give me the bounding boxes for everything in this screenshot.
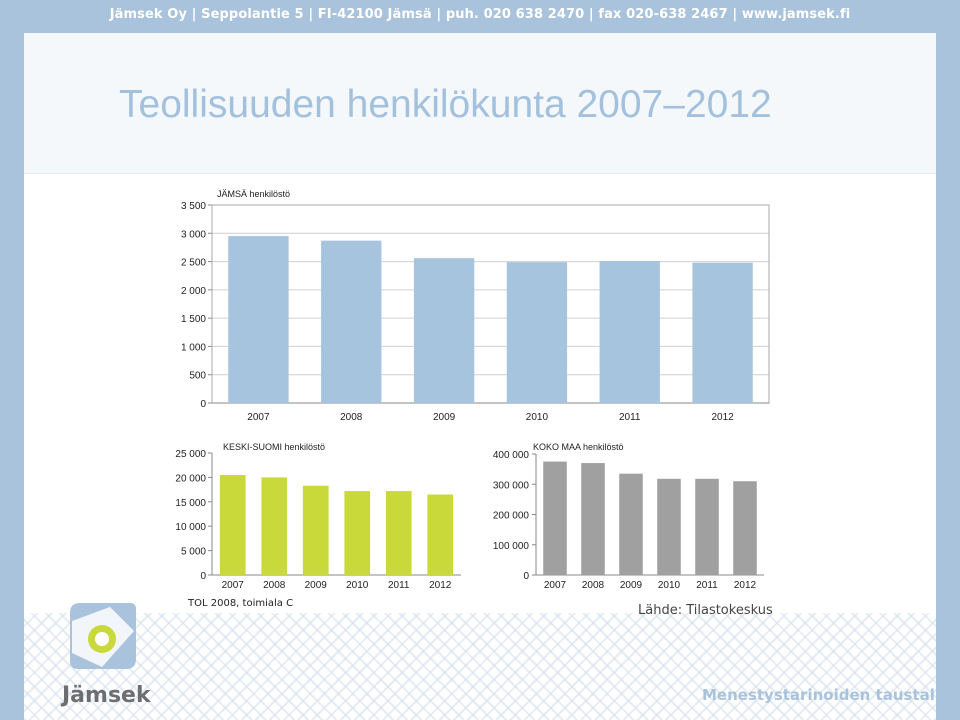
bar: [413, 258, 475, 403]
source-note: Lähde: Tilastokeskus: [638, 603, 773, 618]
logo-text: Jämsek: [62, 683, 151, 708]
y-tick-label: 3 500: [181, 201, 206, 212]
x-tick-label: 2010: [658, 580, 681, 591]
background-pattern: [24, 613, 936, 720]
bar: [228, 236, 289, 403]
y-tick-label: 400 000: [493, 450, 530, 461]
bar: [619, 473, 643, 575]
bar: [506, 262, 568, 403]
y-tick-label: 200 000: [493, 511, 530, 522]
x-tick-label: 2012: [429, 580, 452, 591]
y-tick-label: 100 000: [493, 541, 530, 552]
x-tick-label: 2007: [247, 412, 270, 423]
x-tick-label: 2010: [346, 580, 369, 591]
x-tick-label: 2010: [526, 412, 549, 423]
bar: [344, 491, 371, 575]
x-tick-label: 2008: [263, 580, 286, 591]
x-tick-label: 2009: [620, 580, 643, 591]
x-tick-label: 2008: [340, 412, 363, 423]
y-tick-label: 15 000: [175, 498, 206, 509]
jamsek-logo-icon: [70, 603, 136, 669]
y-tick-label: 10 000: [175, 522, 206, 533]
y-tick-label: 3 000: [181, 229, 206, 240]
y-tick-label: 0: [523, 571, 529, 582]
y-tick-label: 0: [200, 399, 206, 410]
contact-bar: Jämsek Oy | Seppolantie 5 | FI-42100 Jäm…: [0, 0, 960, 32]
slide-title: Teollisuuden henkilökunta 2007–2012: [119, 83, 772, 126]
bar: [581, 463, 605, 575]
bar: [692, 262, 753, 403]
bar: [657, 478, 681, 575]
bar: [261, 477, 288, 575]
bar: [321, 240, 382, 403]
y-tick-label: 1 500: [181, 314, 206, 325]
x-tick-label: 2007: [222, 580, 245, 591]
x-tick-label: 2007: [544, 580, 567, 591]
bar: [302, 485, 329, 575]
y-tick-label: 2 500: [181, 258, 206, 269]
bar: [219, 474, 246, 575]
chart-title: JÄMSÄ henkilöstö: [217, 189, 290, 199]
x-tick-label: 2008: [582, 580, 605, 591]
x-tick-label: 2009: [305, 580, 328, 591]
bar: [733, 481, 757, 575]
y-tick-label: 1 000: [181, 342, 206, 353]
title-band: [24, 33, 936, 174]
contact-text: Jämsek Oy | Seppolantie 5 | FI-42100 Jäm…: [109, 7, 851, 22]
bar: [695, 478, 719, 575]
charts-canvas: 0 500 1 000 1 500 2 000 2 500 3 000 3 500 2007 20…: [175, 189, 770, 591]
slide: Teollisuuden henkilökunta 2007–2012 0 500…: [24, 33, 936, 720]
plot-frame: [211, 204, 770, 404]
x-tick-label: 2011: [696, 580, 718, 591]
x-tick-label: 2012: [734, 580, 757, 591]
x-tick-label: 2009: [433, 412, 456, 423]
y-tick-label: 300 000: [493, 480, 530, 491]
bar: [427, 494, 454, 575]
chart-title: KOKO MAA henkilöstö: [533, 442, 624, 452]
x-tick-label: 2012: [711, 412, 734, 423]
chart-title: KESKI-SUOMI henkilöstö: [223, 442, 325, 452]
bar: [543, 461, 567, 575]
x-tick-label: 2011: [619, 412, 641, 423]
y-tick-label: 20 000: [175, 473, 206, 484]
bar: [385, 491, 412, 575]
y-tick-label: 500: [189, 371, 206, 382]
y-tick-label: 0: [200, 571, 206, 582]
tagline: Menestystarinoiden taustalla.: [702, 686, 936, 704]
bar: [599, 261, 660, 403]
y-tick-label: 2 000: [181, 286, 206, 297]
x-tick-label: 2011: [388, 580, 410, 591]
classification-note: TOL 2008, toimiala C: [188, 598, 294, 609]
y-tick-label: 25 000: [175, 449, 206, 460]
y-tick-label: 5 000: [181, 547, 206, 558]
